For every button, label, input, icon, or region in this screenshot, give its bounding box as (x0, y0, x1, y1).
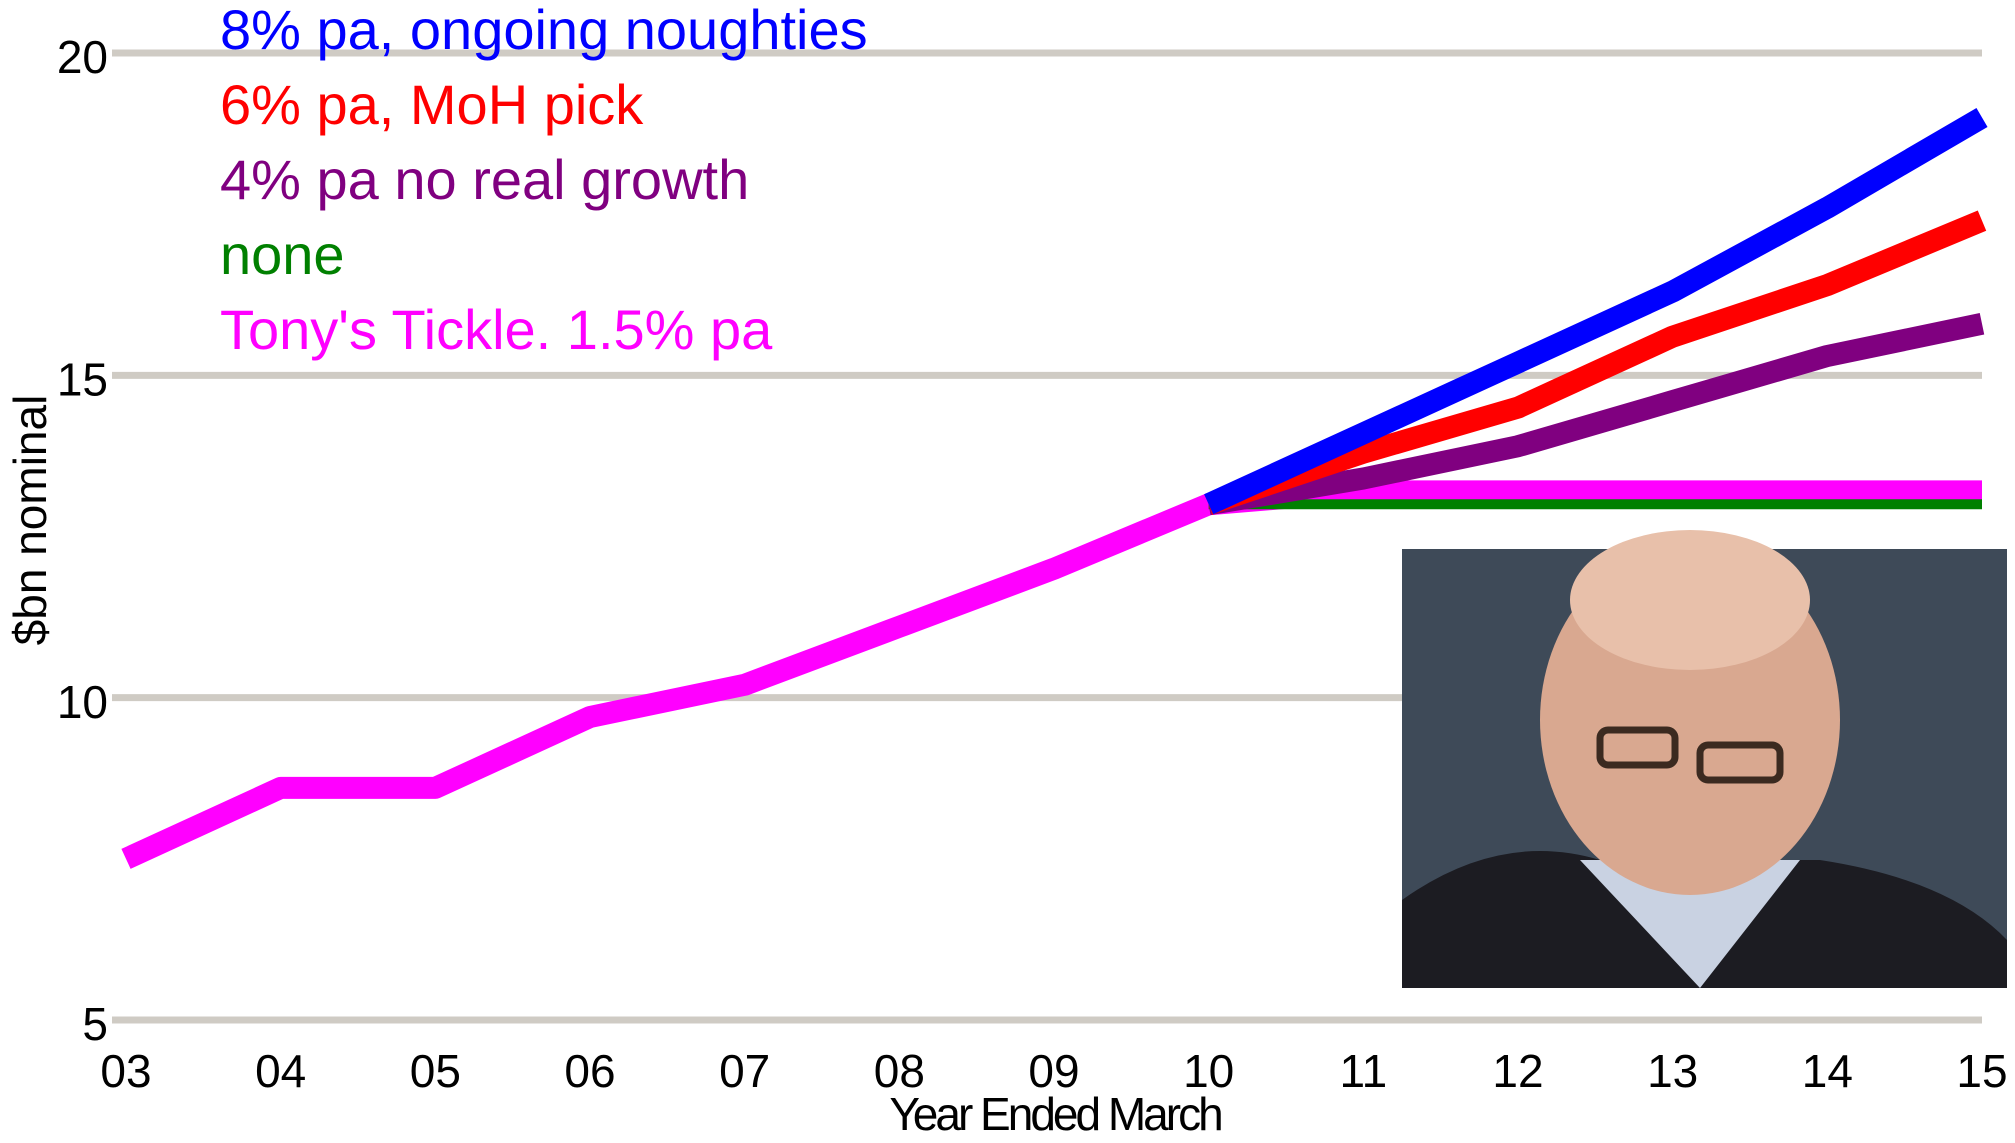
x-tick-label: 09 (1028, 1045, 1079, 1097)
x-tick-label: 07 (719, 1045, 770, 1097)
x-tick-label: 12 (1492, 1045, 1543, 1097)
series-line (1209, 324, 1982, 505)
x-tick-label: 15 (1956, 1045, 2007, 1097)
photo (1402, 530, 2007, 988)
y-tick-label: 20 (57, 31, 108, 83)
legend-entry: none (220, 223, 345, 286)
x-tick-label: 13 (1647, 1045, 1698, 1097)
y-tick-label: 10 (57, 676, 108, 728)
legend-entry: Tony's Tickle. 1.5% pa (220, 298, 773, 361)
chart: $bn nominal Year Ended March 5101520 030… (0, 0, 2015, 1143)
y-axis-title: $bn nominal (4, 395, 56, 646)
x-tick-label: 03 (100, 1045, 151, 1097)
x-tick-label: 11 (1339, 1045, 1387, 1097)
legend-entry: 4% pa no real growth (220, 148, 749, 211)
x-tick-label: 04 (255, 1045, 306, 1097)
y-tick-label: 5 (82, 998, 108, 1050)
x-tick-label: 05 (410, 1045, 461, 1097)
legend-entry: 8% pa, ongoing noughties (220, 0, 868, 61)
x-tick-label: 14 (1802, 1045, 1853, 1097)
x-tick-label: 10 (1183, 1045, 1234, 1097)
x-tick-label: 06 (564, 1045, 615, 1097)
x-tick-label: 08 (874, 1045, 925, 1097)
legend-entry: 6% pa, MoH pick (220, 73, 644, 136)
y-tick-label: 15 (57, 353, 108, 405)
series-line (1209, 117, 1982, 504)
